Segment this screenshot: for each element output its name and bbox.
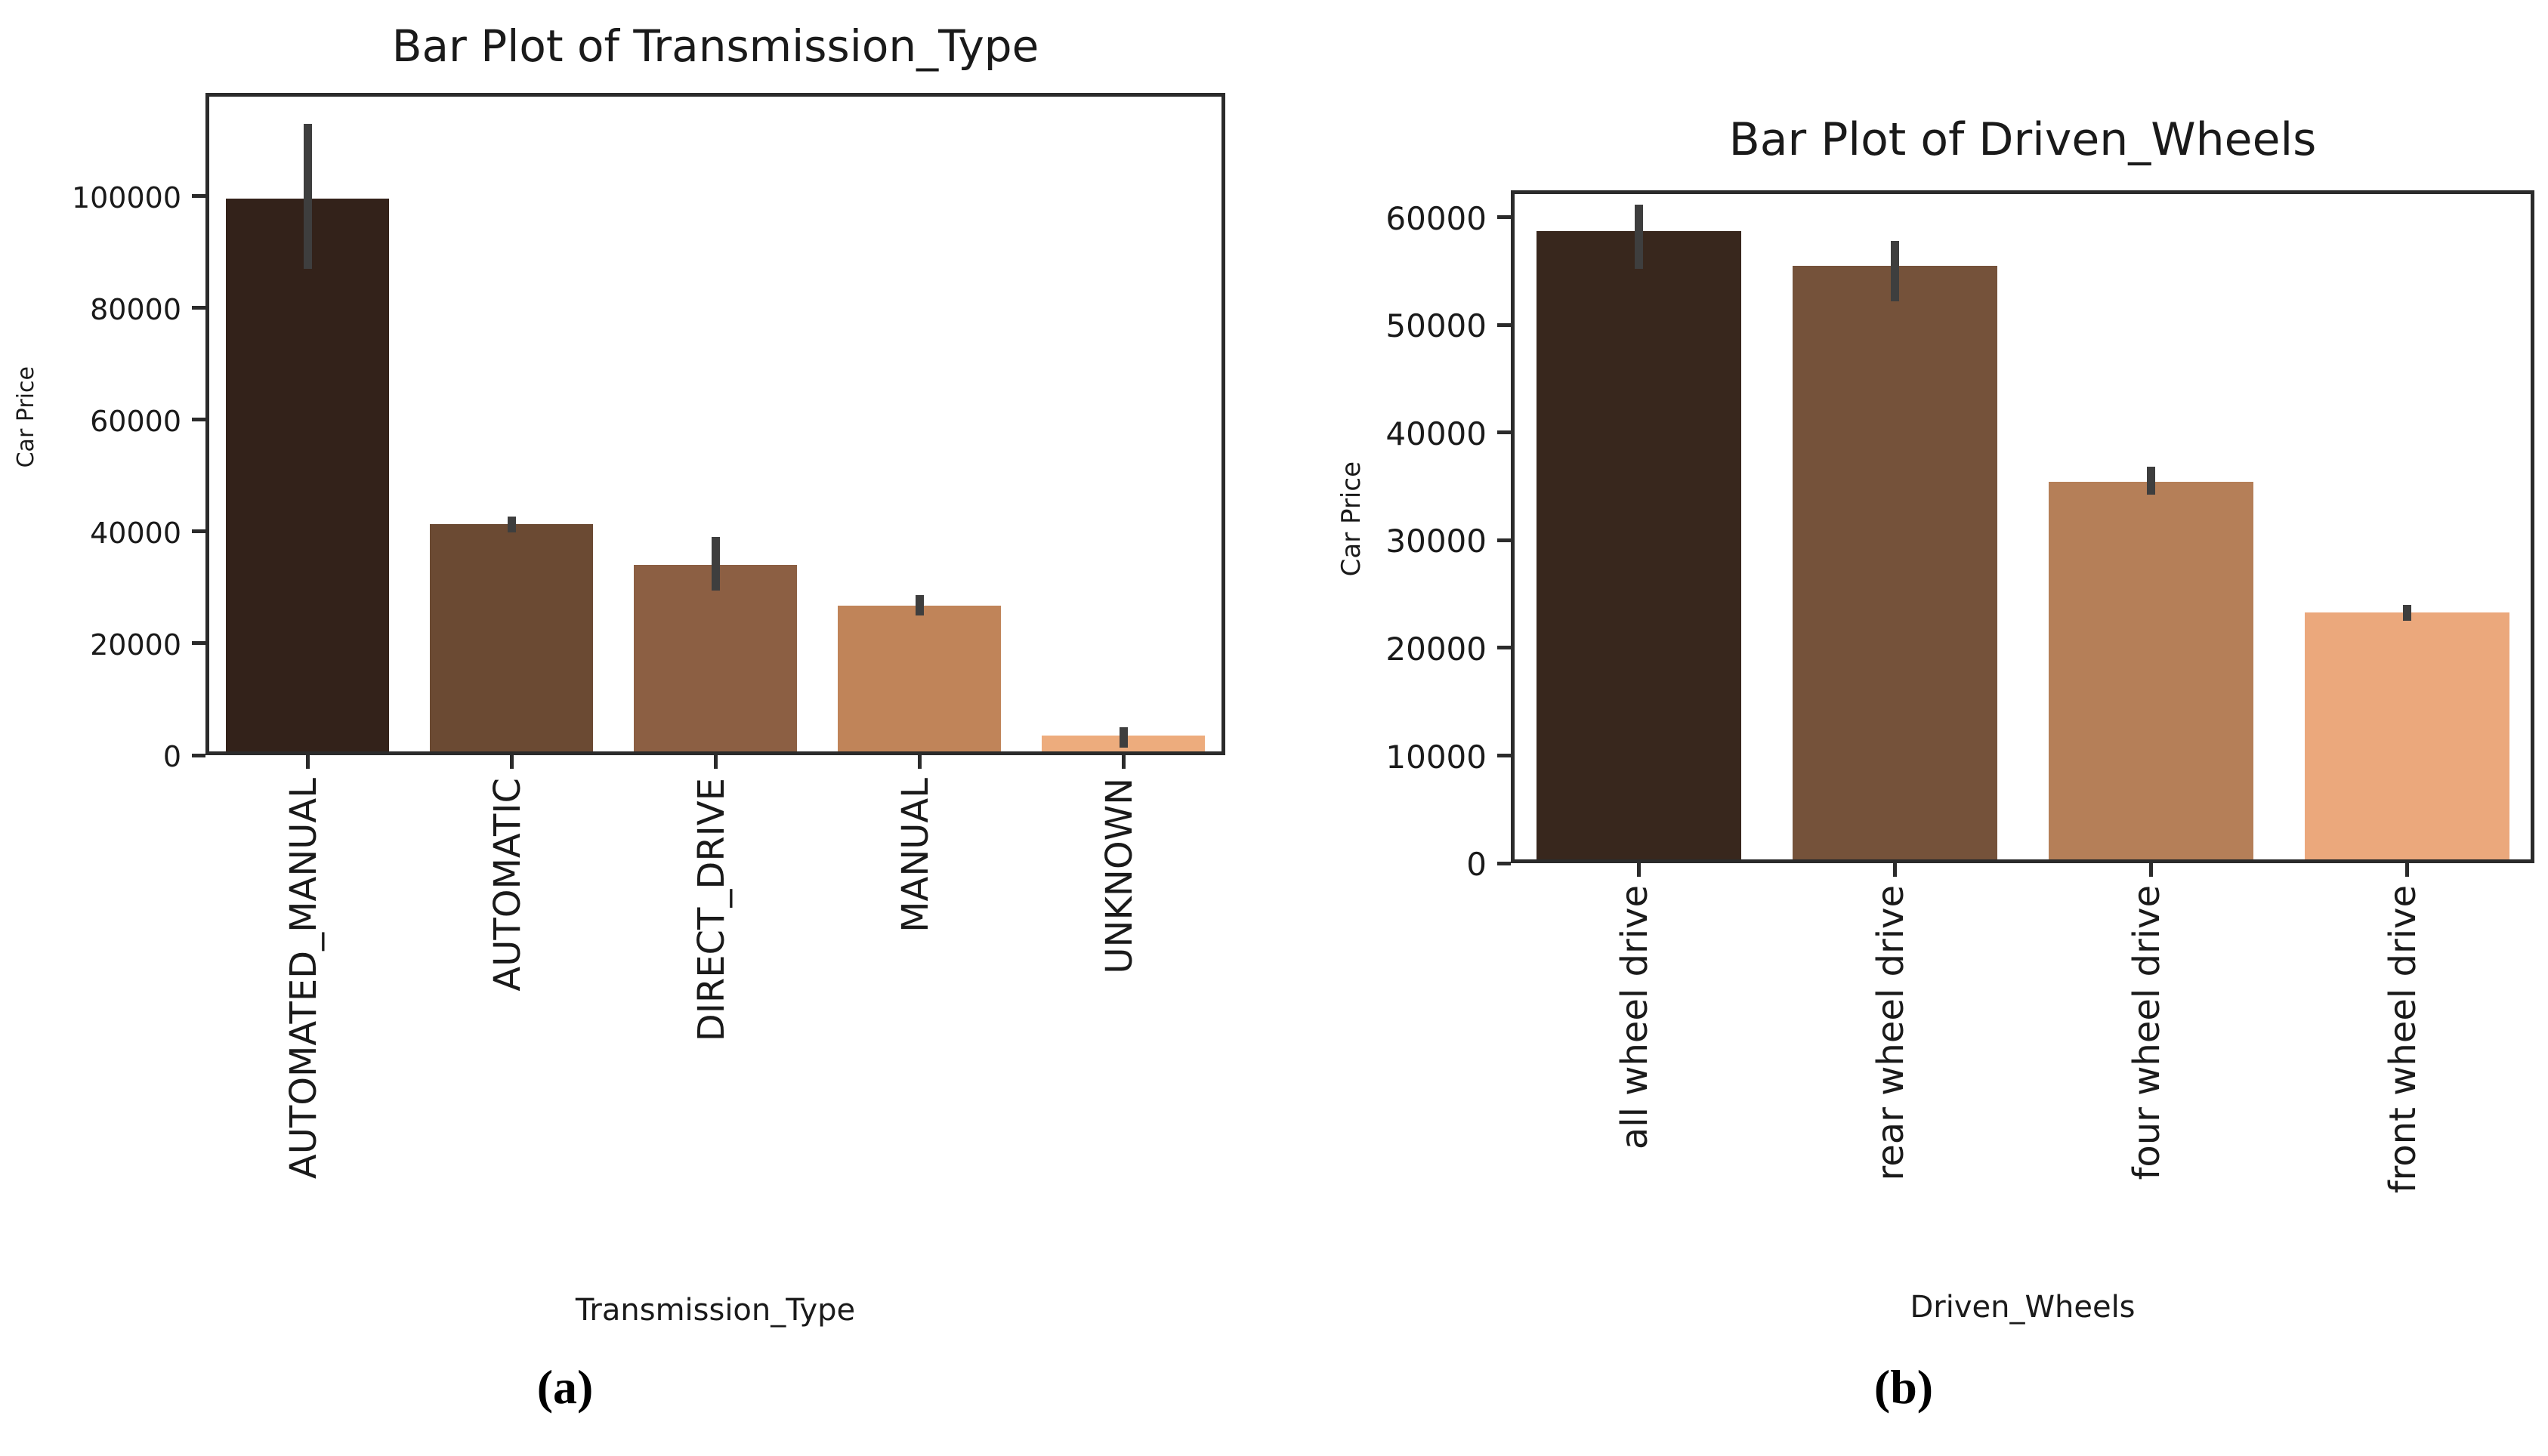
x-tick-label: UNKNOWN bbox=[1098, 778, 1141, 974]
y-tick-mark bbox=[1497, 861, 1511, 865]
bar bbox=[1536, 231, 1741, 859]
error-bar bbox=[1120, 726, 1128, 748]
y-tick-mark bbox=[192, 529, 205, 534]
x-tick-label: rear wheel drive bbox=[1870, 885, 1913, 1181]
y-tick-mark bbox=[1497, 753, 1511, 757]
bar bbox=[2304, 612, 2509, 859]
error-bar bbox=[508, 516, 516, 532]
bar bbox=[838, 605, 1001, 751]
x-tick-mark bbox=[2404, 863, 2409, 877]
y-tick-label: 10000 bbox=[1385, 738, 1487, 776]
x-axis-label: Transmission_Type bbox=[575, 1293, 856, 1328]
y-tick-mark bbox=[192, 306, 205, 310]
bar bbox=[634, 565, 797, 751]
y-tick-mark bbox=[1497, 538, 1511, 542]
y-tick-mark bbox=[192, 641, 205, 646]
x-axis-label: Driven_Wheels bbox=[1910, 1290, 2136, 1325]
panel-caption-a: (a) bbox=[536, 1360, 594, 1414]
x-tick-label: MANUAL bbox=[894, 778, 937, 933]
y-tick-label: 40000 bbox=[1385, 415, 1487, 452]
y-tick-label: 60000 bbox=[1385, 199, 1487, 237]
x-tick-label: front wheel drive bbox=[2382, 885, 2425, 1194]
y-tick-mark bbox=[192, 418, 205, 422]
y-tick-mark bbox=[1497, 215, 1511, 220]
bar bbox=[226, 198, 389, 751]
x-tick-mark bbox=[305, 755, 310, 769]
y-tick-label: 100000 bbox=[71, 180, 181, 214]
error-bar bbox=[1635, 204, 1643, 270]
y-tick-mark bbox=[1497, 646, 1511, 650]
chart-title: Bar Plot of Transmission_Type bbox=[391, 20, 1039, 72]
bar bbox=[430, 523, 593, 751]
y-tick-label: 0 bbox=[1466, 846, 1487, 884]
error-bar bbox=[1891, 241, 1899, 301]
x-tick-label: all wheel drive bbox=[1614, 885, 1657, 1150]
y-tick-label: 60000 bbox=[90, 404, 181, 438]
x-tick-mark bbox=[509, 755, 514, 769]
y-tick-mark bbox=[192, 753, 205, 757]
x-tick-label: AUTOMATED_MANUAL bbox=[283, 778, 326, 1180]
y-tick-label: 80000 bbox=[90, 292, 181, 326]
y-tick-mark bbox=[1497, 322, 1511, 327]
x-tick-mark bbox=[917, 755, 922, 769]
x-tick-label: AUTOMATIC bbox=[486, 778, 530, 992]
y-tick-label: 0 bbox=[162, 739, 181, 773]
x-tick-label: four wheel drive bbox=[2126, 885, 2169, 1180]
y-tick-mark bbox=[192, 194, 205, 199]
y-tick-mark bbox=[1497, 430, 1511, 435]
error-bar bbox=[712, 537, 720, 591]
x-tick-mark bbox=[2148, 863, 2153, 877]
error-bar bbox=[2403, 604, 2411, 622]
panel-caption-b: (b) bbox=[1873, 1360, 1934, 1414]
x-tick-mark bbox=[1892, 863, 1897, 877]
y-tick-label: 30000 bbox=[1385, 523, 1487, 560]
error-bar bbox=[304, 123, 312, 270]
y-tick-label: 40000 bbox=[90, 516, 181, 550]
x-tick-mark bbox=[1636, 863, 1641, 877]
y-tick-label: 20000 bbox=[1385, 630, 1487, 668]
chart-title: Bar Plot of Driven_Wheels bbox=[1728, 113, 2317, 166]
y-tick-label: 20000 bbox=[90, 628, 181, 662]
y-tick-label: 50000 bbox=[1385, 307, 1487, 345]
bar bbox=[1792, 265, 1997, 859]
y-axis-label: Car Price bbox=[1336, 461, 1367, 577]
error-bar bbox=[2147, 467, 2155, 495]
x-tick-mark bbox=[1121, 755, 1126, 769]
error-bar bbox=[916, 594, 924, 615]
x-tick-mark bbox=[713, 755, 718, 769]
x-tick-label: DIRECT_DRIVE bbox=[690, 778, 734, 1042]
bar bbox=[2048, 482, 2253, 859]
